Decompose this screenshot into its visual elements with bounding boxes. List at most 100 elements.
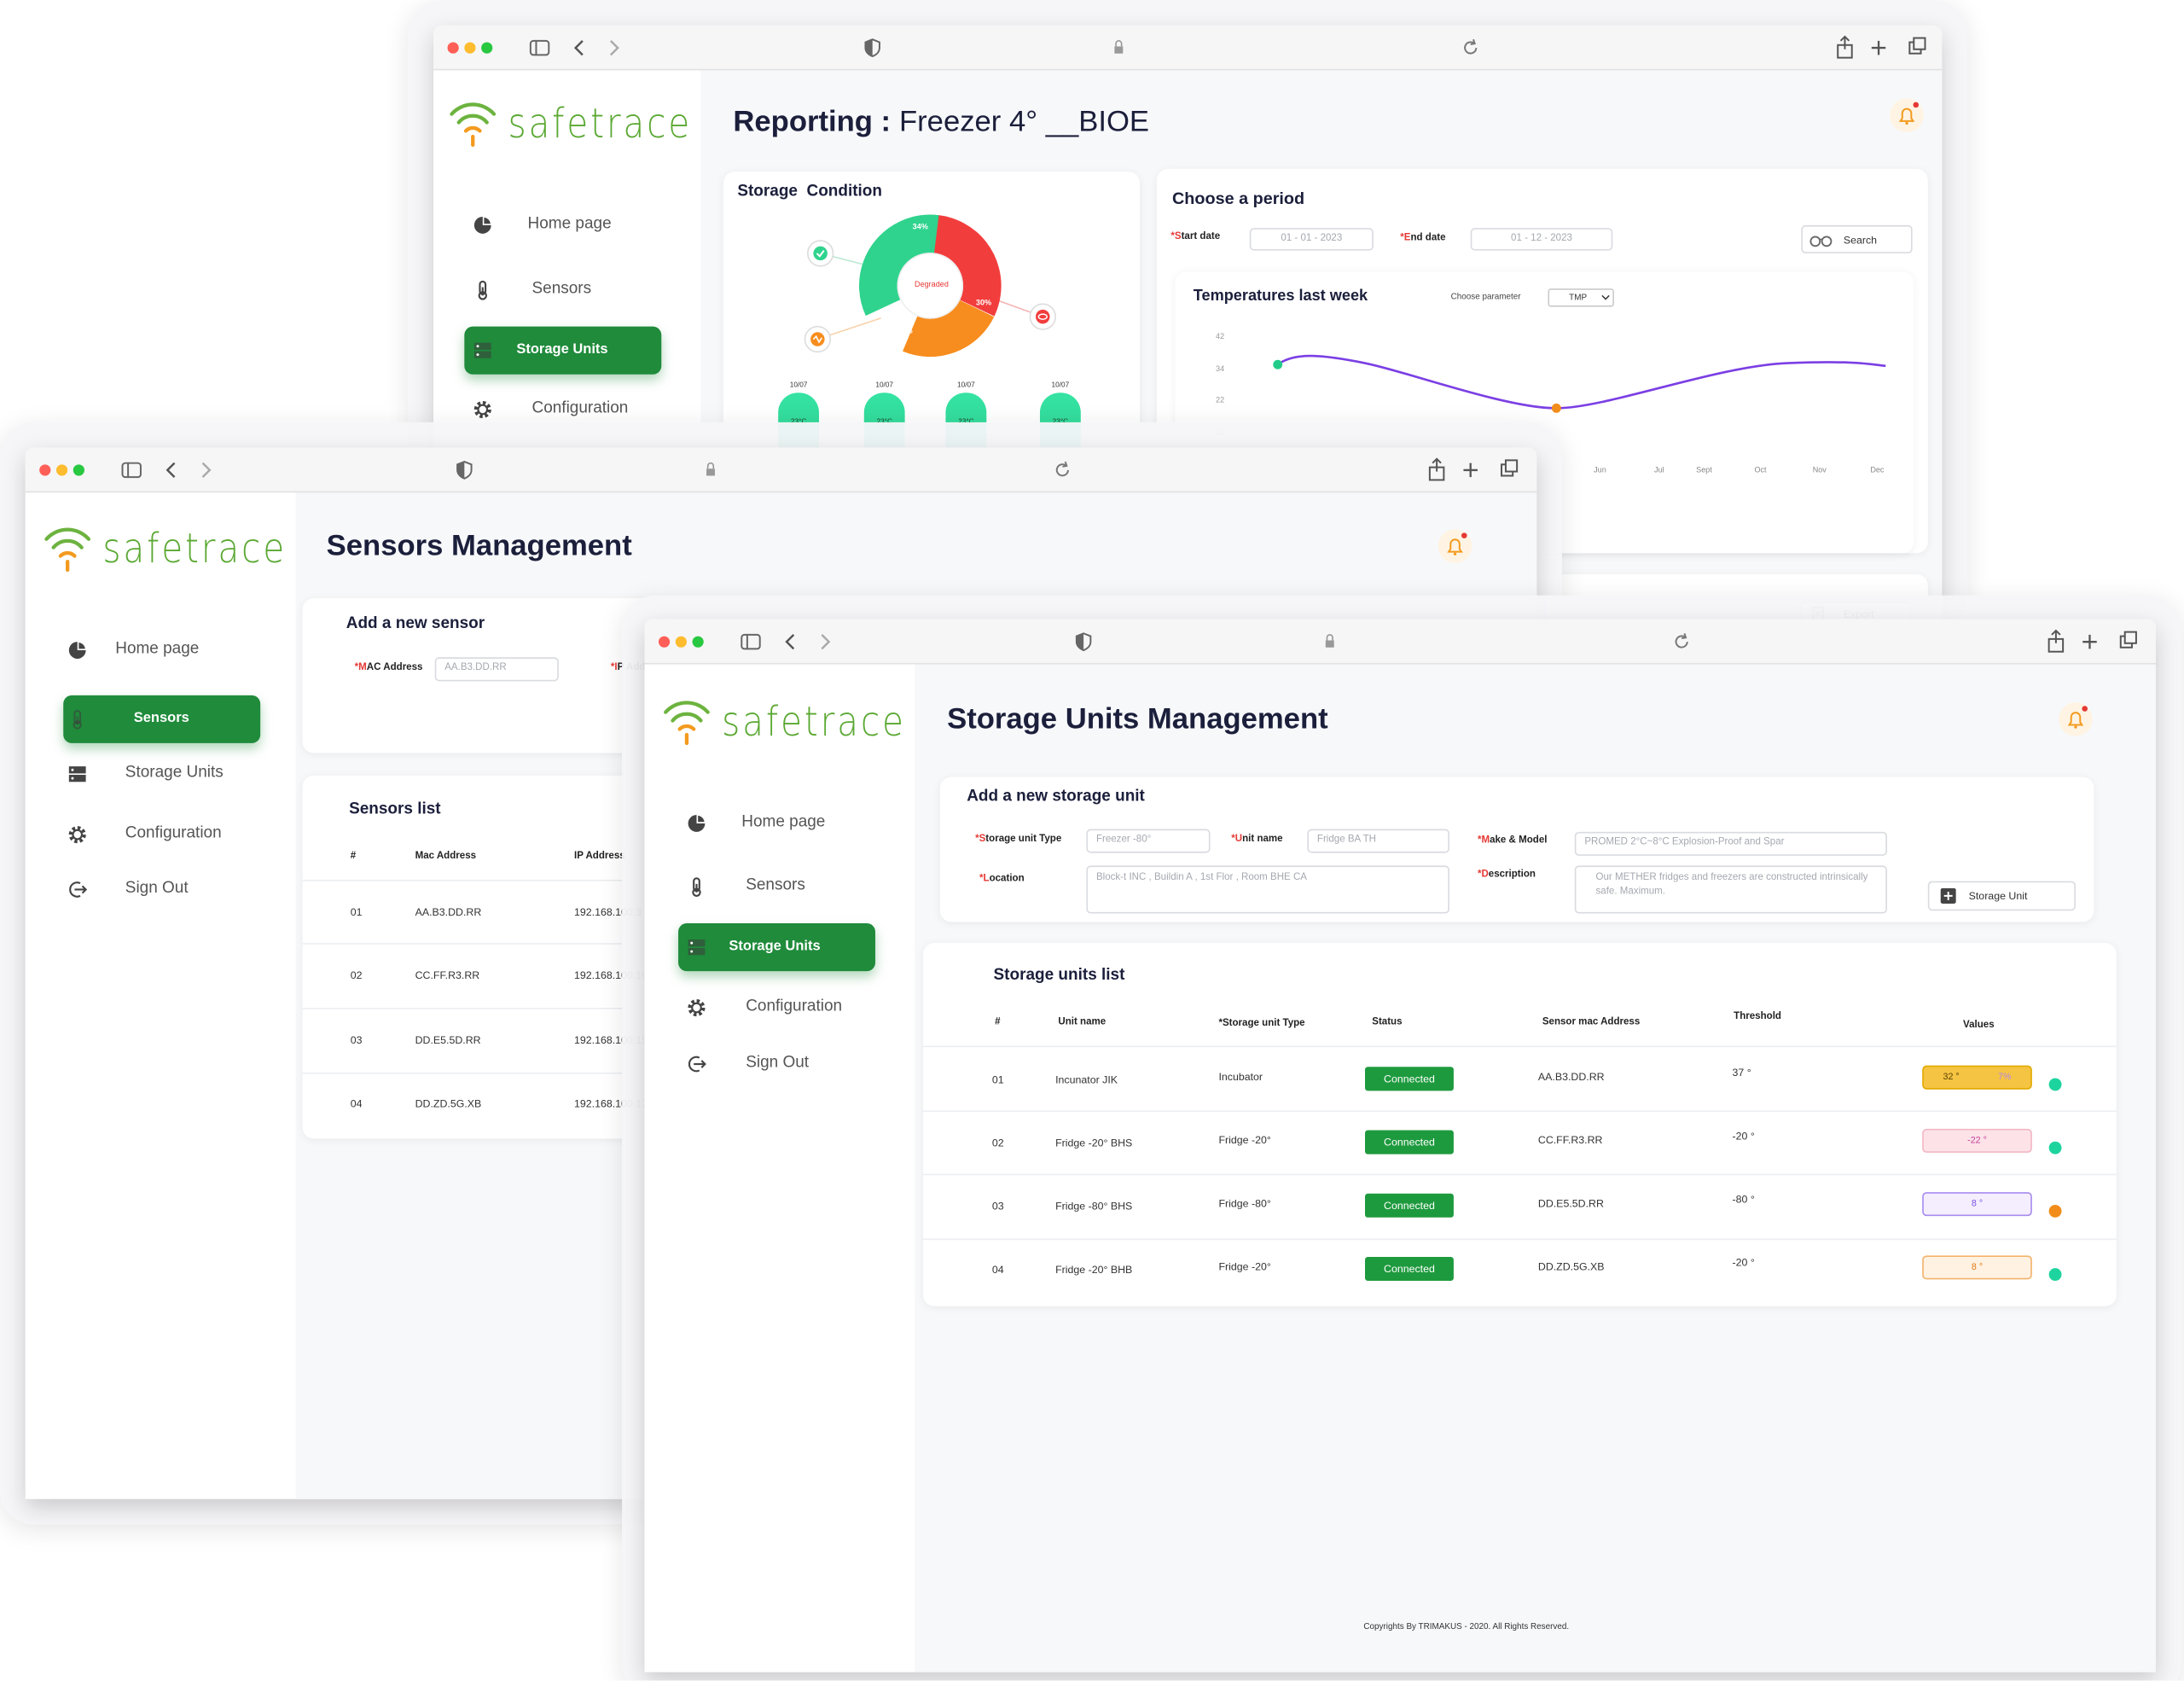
shape <box>166 462 176 479</box>
nav-label[interactable]: Home page <box>527 215 612 233</box>
shape <box>2051 629 2061 636</box>
row-divider <box>923 1045 2117 1048</box>
nav-label[interactable]: Sign Out <box>125 880 189 897</box>
input-field[interactable]: PROMED 2°C~8°C Explosion-Proof and Spar <box>1574 831 1887 856</box>
shape <box>68 826 86 844</box>
status-text: Connected <box>1384 1262 1435 1276</box>
notification-bell <box>1889 97 1926 134</box>
field-label: Choose parameter <box>1450 293 1521 302</box>
status-badge: Connected <box>1364 1130 1454 1155</box>
nav-label[interactable]: Configuration <box>531 399 629 417</box>
shape <box>71 768 74 771</box>
page-title: Reporting : Freezer 4° __BIOE <box>733 104 1296 141</box>
shape <box>481 42 493 54</box>
input-text: PROMED 2°C~8°C Explosion-Proof and Spar <box>1584 838 1785 848</box>
input-field[interactable]: 01 - 12 - 2023 <box>1470 228 1613 251</box>
button-label: Search <box>1843 232 1878 246</box>
search-icon <box>1809 235 1833 247</box>
nav-label[interactable]: Sensors <box>133 710 189 727</box>
row-divider <box>923 1238 2117 1241</box>
status-text: Connected <box>1384 1072 1435 1085</box>
shape <box>1062 461 1068 468</box>
shape <box>677 724 696 731</box>
shape <box>1276 354 1886 410</box>
logo-icon <box>42 524 92 573</box>
table-cell: Fridge -20° BHS <box>1055 1136 1133 1149</box>
input-field[interactable]: Block-t INC , Buildin A , 1st Flor , Roo… <box>1086 865 1449 914</box>
card-title: Add a new sensor <box>346 614 485 632</box>
status-dot <box>2048 1078 2062 1091</box>
input-text: Our METHER fridges and freezers are cons… <box>1595 872 1868 897</box>
shape <box>741 633 761 650</box>
axis-label: Sept <box>1696 467 1712 476</box>
parameter-select[interactable]: TMP <box>1548 288 1614 307</box>
input-field[interactable]: Our METHER fridges and freezers are cons… <box>1574 865 1887 914</box>
shape <box>1055 463 1069 477</box>
search-button[interactable]: Search <box>1801 224 1913 253</box>
shape <box>1504 459 1519 473</box>
table-cell: -80 ° <box>1732 1192 1755 1206</box>
shape <box>688 1056 700 1073</box>
table-cell: AA.B3.DD.RR <box>415 905 482 919</box>
shape <box>1913 37 1926 50</box>
nav-label[interactable]: Sign Out <box>746 1054 810 1072</box>
status-badge: Connected <box>1364 1067 1454 1091</box>
table-cell: Fridge -80° BHS <box>1055 1200 1133 1213</box>
axis-label: Nov <box>1812 467 1827 476</box>
shape <box>473 342 491 358</box>
nav-icon <box>687 813 706 833</box>
shape <box>1447 538 1463 553</box>
shape <box>473 351 491 358</box>
nav-label[interactable]: Storage Units <box>125 764 224 782</box>
browser-window: safetrace Storage Units Management Home p… <box>644 619 2157 1672</box>
nav-label[interactable]: Home page <box>741 813 826 831</box>
nav-label[interactable]: Storage Units <box>729 939 821 955</box>
shape <box>706 468 715 476</box>
shape <box>55 464 68 476</box>
nav-item-active[interactable] <box>63 695 261 743</box>
input-text: 01 - 01 - 2023 <box>1281 233 1343 244</box>
browser-toolbar <box>25 447 1537 493</box>
donut-chart <box>788 211 1070 365</box>
subtitle: Freezer 4° __BIOE <box>898 105 1150 138</box>
shape <box>691 1002 702 1014</box>
shape <box>688 814 706 832</box>
nav-label[interactable]: Configuration <box>746 998 843 1015</box>
table-cell: DD.ZD.5G.XB <box>1537 1260 1605 1273</box>
input-field[interactable]: 01 - 01 - 2023 <box>1249 228 1374 251</box>
nav-item-active[interactable] <box>678 923 875 972</box>
nav-label[interactable]: Configuration <box>125 824 222 842</box>
shape <box>865 39 873 56</box>
input-field[interactable]: AA.B3.DD.RR <box>434 657 559 682</box>
add-storage-button[interactable]: Storage Unit <box>1927 881 2076 911</box>
shape <box>68 766 86 782</box>
nav-label[interactable]: Sensors <box>531 280 592 298</box>
shape <box>450 102 497 116</box>
shape <box>692 636 704 648</box>
shape <box>688 947 706 956</box>
nav-icon <box>67 709 87 730</box>
nav-label[interactable]: Sensors <box>746 876 805 894</box>
shape <box>1809 235 1821 247</box>
nav-item-active[interactable] <box>464 326 662 375</box>
input-field[interactable]: Fridge BA TH <box>1307 829 1449 853</box>
shape <box>1036 309 1050 324</box>
nav-label[interactable]: Storage Units <box>516 341 608 358</box>
footer: Copyrights By TRIMAKUS - 2020. All Right… <box>1363 1623 1570 1632</box>
shape <box>671 712 703 723</box>
shape <box>698 815 705 823</box>
nav-label[interactable]: Home page <box>115 640 200 658</box>
title: Reporting : <box>733 105 892 138</box>
shape <box>658 636 671 648</box>
shape <box>706 462 715 469</box>
table-cell: DD.E5.5D.RR <box>1537 1196 1604 1210</box>
shape <box>1461 532 1467 538</box>
shape <box>68 826 86 844</box>
input-field[interactable]: Freezer -80° <box>1086 829 1211 853</box>
select-caret <box>1601 294 1610 301</box>
nav-icon <box>67 880 88 899</box>
logo-icon <box>448 98 498 148</box>
shape <box>1037 313 1048 320</box>
shape <box>473 342 491 350</box>
shape <box>68 766 86 774</box>
